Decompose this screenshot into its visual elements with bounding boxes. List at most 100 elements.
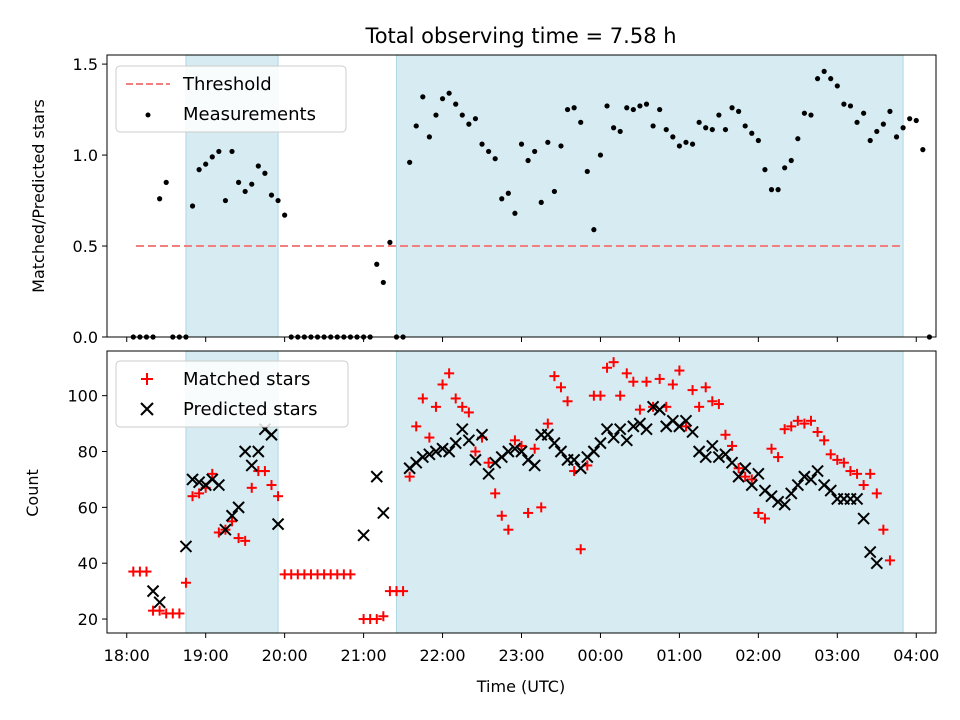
predicted-star-point (245, 459, 258, 472)
measurement-point (255, 163, 261, 169)
measurement-point (874, 128, 880, 135)
predicted-star-point (679, 414, 693, 428)
predicted-star-point (482, 467, 495, 481)
predicted-star-point (804, 473, 818, 486)
predicted-star-point (732, 470, 745, 483)
matched-star-point (779, 424, 790, 435)
x-tick-label: 04:00 (893, 646, 939, 665)
legend-threshold-label: Threshold (182, 74, 272, 95)
matched-star-point (720, 429, 731, 440)
predicted-star-point (712, 450, 726, 464)
x-tick-label: 20:00 (262, 646, 308, 665)
measurement-point (407, 159, 413, 165)
predicted-star-point (502, 445, 515, 458)
measurement-point (479, 141, 485, 147)
matched-star-point (240, 535, 251, 546)
predicted-star-point (475, 428, 489, 441)
predicted-star-point (752, 467, 765, 481)
x-tick-label: 22:00 (419, 646, 465, 665)
matched-star-point (444, 368, 455, 379)
predicted-star-point (219, 523, 232, 536)
predicted-star-point (508, 442, 522, 455)
predicted-star-point (567, 453, 581, 467)
counts-panel: 20 40 60 80 100 18:00 19:00 20:00 21:00 22:00 23:… (23, 350, 939, 696)
measurement-point (801, 110, 808, 116)
y-tick-label: 20 (78, 610, 98, 629)
matched-star-point (858, 480, 869, 491)
predicted-star-point (870, 556, 883, 570)
matched-star-point (786, 421, 797, 432)
predicted-star-point (265, 428, 278, 441)
matched-star-point (654, 373, 665, 384)
matched-star-point (621, 368, 632, 379)
measurement-point (249, 181, 255, 187)
y-tick-label: 100 (67, 387, 98, 406)
measurement-point (762, 167, 768, 173)
matched-star-point (884, 555, 895, 566)
measurement-point (499, 196, 505, 202)
matched-star-point (509, 435, 520, 446)
measurement-point (716, 112, 722, 118)
matched-star-point (615, 390, 626, 401)
plot-area (130, 68, 933, 340)
matched-star-point (694, 401, 705, 412)
predicted-star-point (436, 442, 449, 455)
measurement-point (538, 199, 544, 205)
measurement-point (834, 83, 840, 89)
measurement-point (604, 103, 610, 109)
measurement-point (525, 157, 531, 164)
predicted-star-point (423, 448, 436, 461)
measurement-point (847, 103, 854, 109)
predicted-star-point (146, 584, 160, 598)
measurement-point (380, 279, 386, 286)
matched-star-point (819, 435, 830, 446)
predicted-star-point (587, 445, 601, 458)
matched-star-point (845, 466, 856, 477)
predicted-star-point (212, 478, 226, 492)
x-axis-ticks: 18:00 19:00 20:00 21:00 22:00 23:00 00:00 01:00… (104, 633, 939, 665)
measurement-point (229, 148, 235, 155)
predicted-star-point (627, 420, 640, 433)
measurement-point (433, 112, 439, 118)
matched-star-point (595, 390, 606, 401)
measurement-point (242, 188, 248, 195)
measurement-point (163, 179, 169, 185)
measurement-point (512, 210, 518, 216)
matched-star-point (549, 371, 560, 382)
measurement-point (545, 139, 551, 145)
predicted-star-point (620, 434, 633, 447)
matched-star-point (740, 471, 751, 482)
measurement-point (268, 192, 275, 198)
measurement-point (657, 106, 663, 113)
measurement-point (683, 139, 689, 145)
matched-star-point (542, 418, 553, 429)
axes-frame (106, 350, 937, 634)
matched-star-point (805, 415, 816, 426)
measurement-point (749, 130, 755, 136)
measurement-point (670, 134, 676, 140)
legend-matched-label: Matched stars (183, 369, 310, 390)
measurement-point (439, 96, 446, 102)
matched-star-point (529, 443, 540, 454)
measurement-point (262, 170, 268, 176)
measurement-point (446, 90, 452, 96)
matched-star-point (713, 399, 724, 410)
predicted-star-point (686, 425, 699, 439)
measurement-point (887, 108, 893, 114)
matched-star-point (871, 488, 882, 499)
predicted-star-point (745, 478, 758, 492)
matched-star-point (437, 379, 448, 390)
measurement-point (907, 116, 913, 122)
matched-star-point (404, 471, 415, 482)
measurement-point (775, 187, 781, 193)
predicted-star-point (370, 470, 383, 483)
matched-star-point (753, 507, 764, 518)
measurement-point (709, 126, 715, 133)
y-tick-label: 1.5 (73, 55, 98, 74)
measurement-point (551, 188, 557, 195)
measurement-point (676, 143, 683, 149)
matched-star-point (496, 510, 507, 521)
matched-star-point (812, 426, 823, 437)
matched-star-point (266, 480, 277, 491)
measurement-point (518, 141, 525, 147)
